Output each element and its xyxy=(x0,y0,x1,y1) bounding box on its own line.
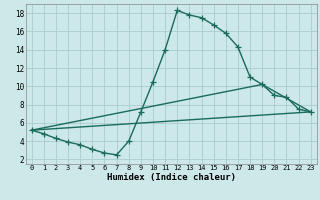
X-axis label: Humidex (Indice chaleur): Humidex (Indice chaleur) xyxy=(107,173,236,182)
